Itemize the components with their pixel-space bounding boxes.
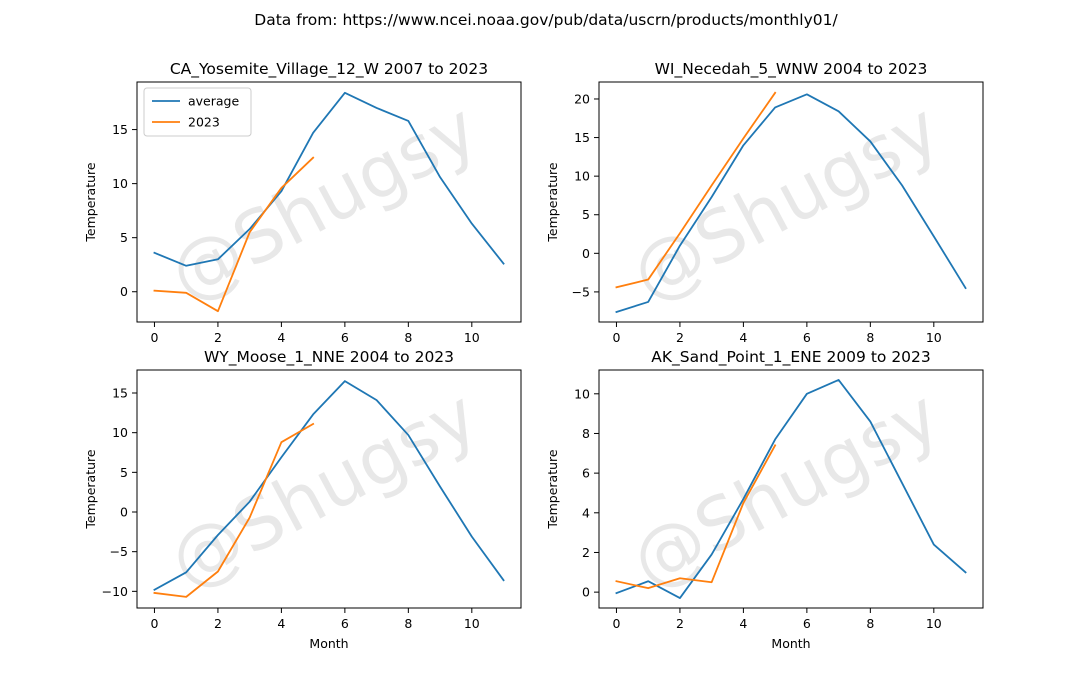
x-tick-label: 2	[214, 616, 222, 631]
series-line-2023	[153, 156, 315, 313]
y-axis-label: Temperature	[83, 162, 98, 242]
x-tick-label: 10	[926, 330, 942, 345]
y-tick-label: 10	[574, 169, 590, 184]
x-tick-label: 0	[612, 330, 620, 345]
y-tick-label: −5	[572, 284, 590, 299]
x-tick-label: 2	[214, 330, 222, 345]
y-tick-label: 0	[120, 284, 128, 299]
series-line-2023	[615, 444, 777, 590]
x-tick-label: 10	[464, 330, 480, 345]
axes-frame	[136, 369, 522, 609]
x-axis-label: Month	[309, 636, 348, 651]
y-tick-label: −10	[102, 584, 128, 599]
x-tick-label: 0	[150, 330, 158, 345]
y-tick-label: 6	[582, 466, 590, 481]
y-tick-label: 10	[112, 176, 128, 191]
y-tick-label: 5	[120, 465, 128, 480]
axes-frame	[598, 81, 984, 323]
y-axis-label: Temperature	[83, 449, 98, 529]
y-axis-label: Temperature	[545, 162, 560, 242]
series-line-2023	[615, 91, 777, 289]
x-axis-label: Month	[771, 636, 810, 651]
figure-suptitle: Data from: https://www.ncei.noaa.gov/pub…	[254, 11, 838, 29]
series-line-average	[153, 91, 505, 267]
x-tick-label: 4	[739, 330, 747, 345]
x-tick-label: 2	[676, 330, 684, 345]
x-tick-label: 4	[277, 330, 285, 345]
x-tick-label: 0	[612, 616, 620, 631]
x-tick-label: 4	[277, 616, 285, 631]
y-tick-label: 0	[120, 505, 128, 520]
x-tick-label: 8	[404, 330, 412, 345]
x-tick-label: 10	[464, 616, 480, 631]
x-tick-label: 6	[341, 330, 349, 345]
series-line-2023	[153, 422, 315, 598]
y-axis-label: Temperature	[545, 449, 560, 529]
chart-legend: average 2023	[143, 87, 252, 137]
axes-frame	[136, 81, 522, 323]
y-tick-label: 10	[574, 386, 590, 401]
y-tick-label: −5	[110, 544, 128, 559]
x-tick-label: 2	[676, 616, 684, 631]
chart-title: WI_Necedah_5_WNW 2004 to 2023	[655, 60, 928, 79]
y-tick-label: 2	[582, 545, 590, 560]
x-tick-label: 8	[404, 616, 412, 631]
x-tick-label: 10	[926, 616, 942, 631]
y-tick-label: 0	[582, 246, 590, 261]
y-tick-label: 10	[112, 425, 128, 440]
chart-title: AK_Sand_Point_1_ENE 2009 to 2023	[651, 348, 931, 367]
x-tick-label: 4	[739, 616, 747, 631]
legend-label-2023: 2023	[188, 115, 220, 130]
x-tick-label: 6	[803, 616, 811, 631]
y-tick-label: 4	[582, 505, 590, 520]
series-line-average	[153, 380, 505, 591]
y-tick-label: 15	[112, 386, 128, 401]
y-tick-label: 15	[574, 130, 590, 145]
series-line-average	[615, 379, 967, 599]
series-line-average	[615, 93, 967, 314]
y-tick-label: 20	[574, 91, 590, 106]
y-tick-label: 5	[582, 207, 590, 222]
x-tick-label: 8	[866, 330, 874, 345]
chart-title: CA_Yosemite_Village_12_W 2007 to 2023	[170, 60, 488, 79]
y-tick-label: 0	[582, 585, 590, 600]
legend-label-average: average	[188, 94, 239, 109]
axes-frame	[598, 369, 984, 609]
chart-title: WY_Moose_1_NNE 2004 to 2023	[204, 348, 454, 367]
legend-box	[143, 87, 252, 137]
x-tick-label: 6	[803, 330, 811, 345]
x-tick-label: 6	[341, 616, 349, 631]
x-tick-label: 0	[150, 616, 158, 631]
x-tick-label: 8	[866, 616, 874, 631]
y-tick-label: 15	[112, 122, 128, 137]
y-tick-label: 8	[582, 426, 590, 441]
y-tick-label: 5	[120, 230, 128, 245]
